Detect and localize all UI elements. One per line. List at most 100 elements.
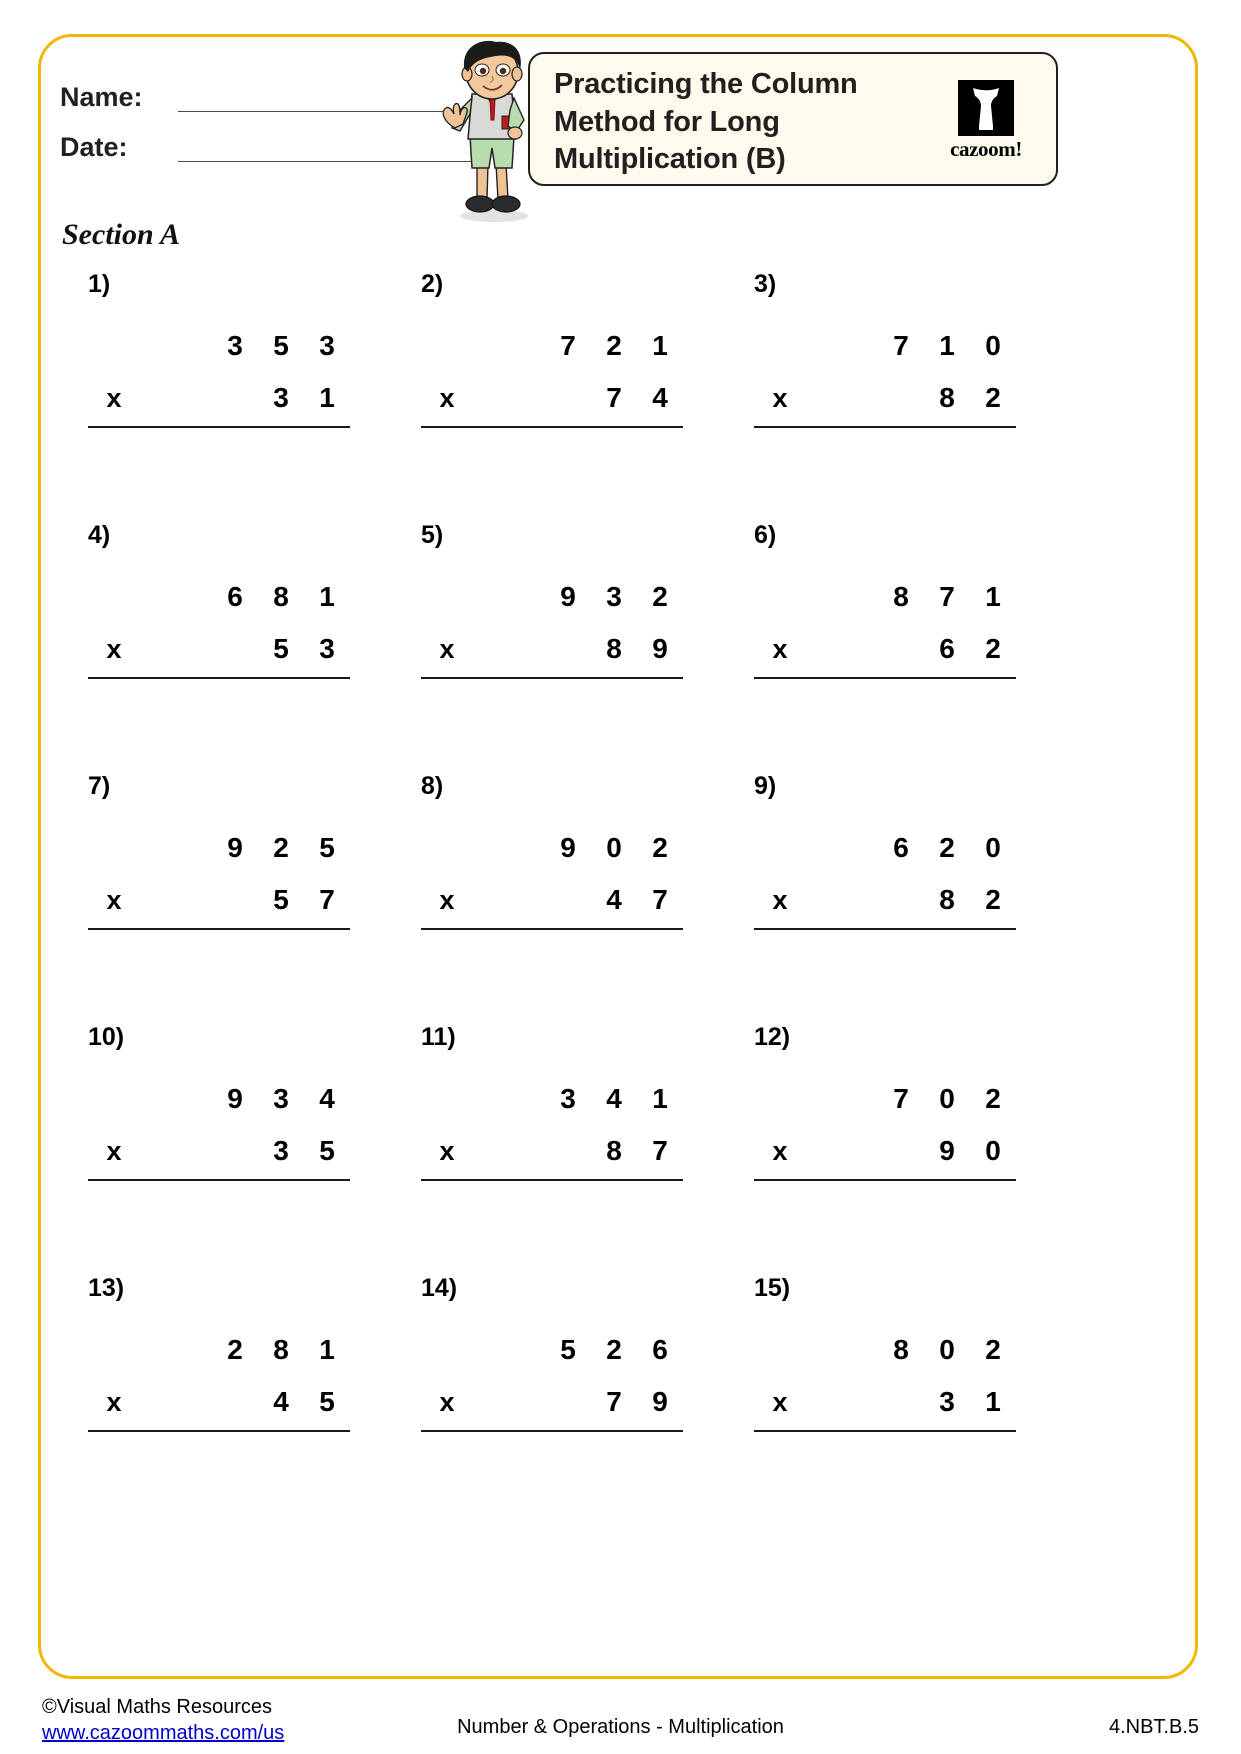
multiplier-digits: 074: [473, 382, 683, 414]
problem-4: 4) 681 x 053: [62, 513, 395, 764]
footer-topic: Number & Operations - Multiplication: [457, 1716, 784, 1738]
digit: 2: [652, 832, 668, 863]
answer-rule[interactable]: [754, 1430, 1016, 1432]
digit: 8: [939, 382, 955, 413]
digit: 4: [273, 1386, 289, 1417]
multiplier-digits: 082: [806, 884, 1016, 916]
problem-row: 1)353x0312)721x0743)710x082: [62, 262, 1062, 513]
digit: 8: [606, 1135, 622, 1166]
digit: 0: [545, 1135, 591, 1167]
digit: 7: [319, 884, 335, 915]
multiplier-row: x 079: [421, 1376, 683, 1428]
digit: 8: [893, 1334, 909, 1365]
multiply-operator: x: [106, 633, 122, 664]
answer-rule[interactable]: [421, 426, 683, 428]
problem-11: 11) 341 x 087: [395, 1015, 728, 1266]
problem-number: 4): [88, 521, 111, 549]
answer-rule[interactable]: [421, 1430, 683, 1432]
problem-number: 9): [754, 772, 777, 800]
multiplier-digits: 053: [140, 633, 350, 665]
multiplier-row: x 089: [421, 623, 683, 675]
multiply-operator: x: [772, 633, 788, 664]
digit: 5: [319, 1386, 335, 1417]
digit: 4: [319, 1083, 335, 1114]
answer-rule[interactable]: [754, 1179, 1016, 1181]
answer-rule[interactable]: [421, 677, 683, 679]
column-sum: 620x082: [754, 822, 1016, 930]
waving-schoolboy-icon: [430, 36, 550, 226]
digit: 6: [652, 1334, 668, 1365]
date-label: Date:: [60, 132, 128, 162]
answer-rule[interactable]: [754, 426, 1016, 428]
multiplier-row: x 087: [421, 1125, 683, 1177]
date-row: Date:: [60, 126, 480, 162]
digit: 9: [652, 633, 668, 664]
digit: 2: [985, 1083, 1001, 1114]
digit: 2: [985, 884, 1001, 915]
problem-number: 2): [421, 270, 444, 298]
digit: 4: [606, 884, 622, 915]
digit: 3: [227, 330, 243, 361]
digit: 0: [212, 1135, 258, 1167]
answer-rule[interactable]: [754, 677, 1016, 679]
date-input[interactable]: [178, 135, 480, 162]
digit: 7: [939, 581, 955, 612]
answer-rule[interactable]: [421, 928, 683, 930]
digit: 7: [652, 884, 668, 915]
digit: 3: [560, 1083, 576, 1114]
answer-rule[interactable]: [88, 1430, 350, 1432]
problem-number: 10): [88, 1023, 125, 1051]
digit: 2: [273, 832, 289, 863]
digit: 3: [939, 1386, 955, 1417]
problem-15: 15)802x031: [728, 1266, 1061, 1517]
column-sum: 353x031: [88, 320, 350, 428]
digit: 5: [273, 884, 289, 915]
answer-rule[interactable]: [754, 928, 1016, 930]
digit: 2: [606, 1334, 622, 1365]
column-sum: 871 x 062: [754, 571, 1016, 679]
digit: 8: [939, 884, 955, 915]
digit: 2: [985, 382, 1001, 413]
cazoom-website-link[interactable]: www.cazoommaths.com/us: [42, 1722, 285, 1745]
digit: 0: [878, 884, 924, 916]
footer-standard-code: 4.NBT.B.5: [1108, 1716, 1199, 1738]
answer-rule[interactable]: [421, 1179, 683, 1181]
digit: 3: [273, 382, 289, 413]
page-title: Practicing the Column Method for Long Mu…: [554, 68, 858, 176]
worksheet-footer: ©Visual Maths Resources www.cazoommaths.…: [0, 1694, 1241, 1754]
name-input[interactable]: [178, 85, 480, 112]
digit: 9: [227, 832, 243, 863]
digit: 0: [606, 832, 622, 863]
digit: 0: [985, 832, 1001, 863]
answer-rule[interactable]: [88, 1179, 350, 1181]
column-sum: 902x047: [421, 822, 683, 930]
digit: 7: [606, 1386, 622, 1417]
digit: 6: [227, 581, 243, 612]
problem-5: 5) 932 x 089: [395, 513, 728, 764]
multiplier-row: x 045: [88, 1376, 350, 1428]
multiplier-row: x 090: [754, 1125, 1016, 1177]
column-sum: 802x031: [754, 1324, 1016, 1432]
name-label: Name:: [60, 82, 143, 112]
problem-row: 4)681x0535)932x0896)871x062: [62, 513, 1062, 764]
digit: 9: [560, 832, 576, 863]
answer-rule[interactable]: [88, 426, 350, 428]
multiply-operator: x: [106, 884, 122, 915]
digit: 1: [319, 382, 335, 413]
multiplier-row: x 057: [88, 874, 350, 926]
answer-rule[interactable]: [88, 928, 350, 930]
answer-rule[interactable]: [88, 677, 350, 679]
